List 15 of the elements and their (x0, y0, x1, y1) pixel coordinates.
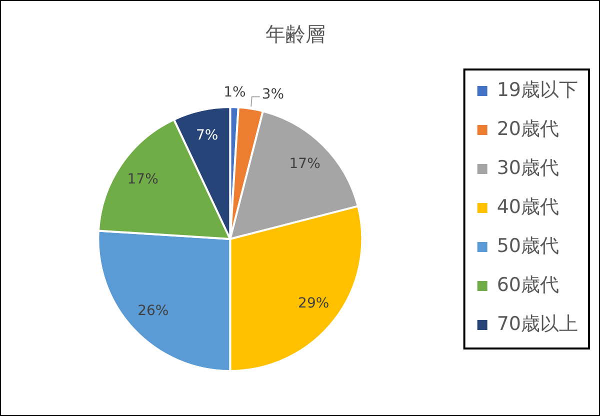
data-label: 1% (224, 84, 246, 101)
data-label: 26% (138, 302, 169, 319)
legend-label: 19歳以下 (496, 78, 578, 101)
data-label: 7% (196, 128, 218, 144)
legend-label: 60歳代 (496, 274, 560, 296)
data-label: 29% (298, 295, 330, 312)
legend-label: 70歳以上 (496, 312, 578, 335)
legend-label: 40歳代 (496, 196, 560, 218)
legend-label: 50歳代 (496, 234, 560, 257)
data-label: 3% (262, 86, 284, 102)
data-label: 17% (289, 156, 320, 172)
chart-title: 年齢層 (266, 22, 326, 46)
data-label: 17% (127, 171, 158, 188)
legend-label: 30歳代 (496, 156, 560, 179)
legend-label: 20歳代 (496, 118, 560, 140)
